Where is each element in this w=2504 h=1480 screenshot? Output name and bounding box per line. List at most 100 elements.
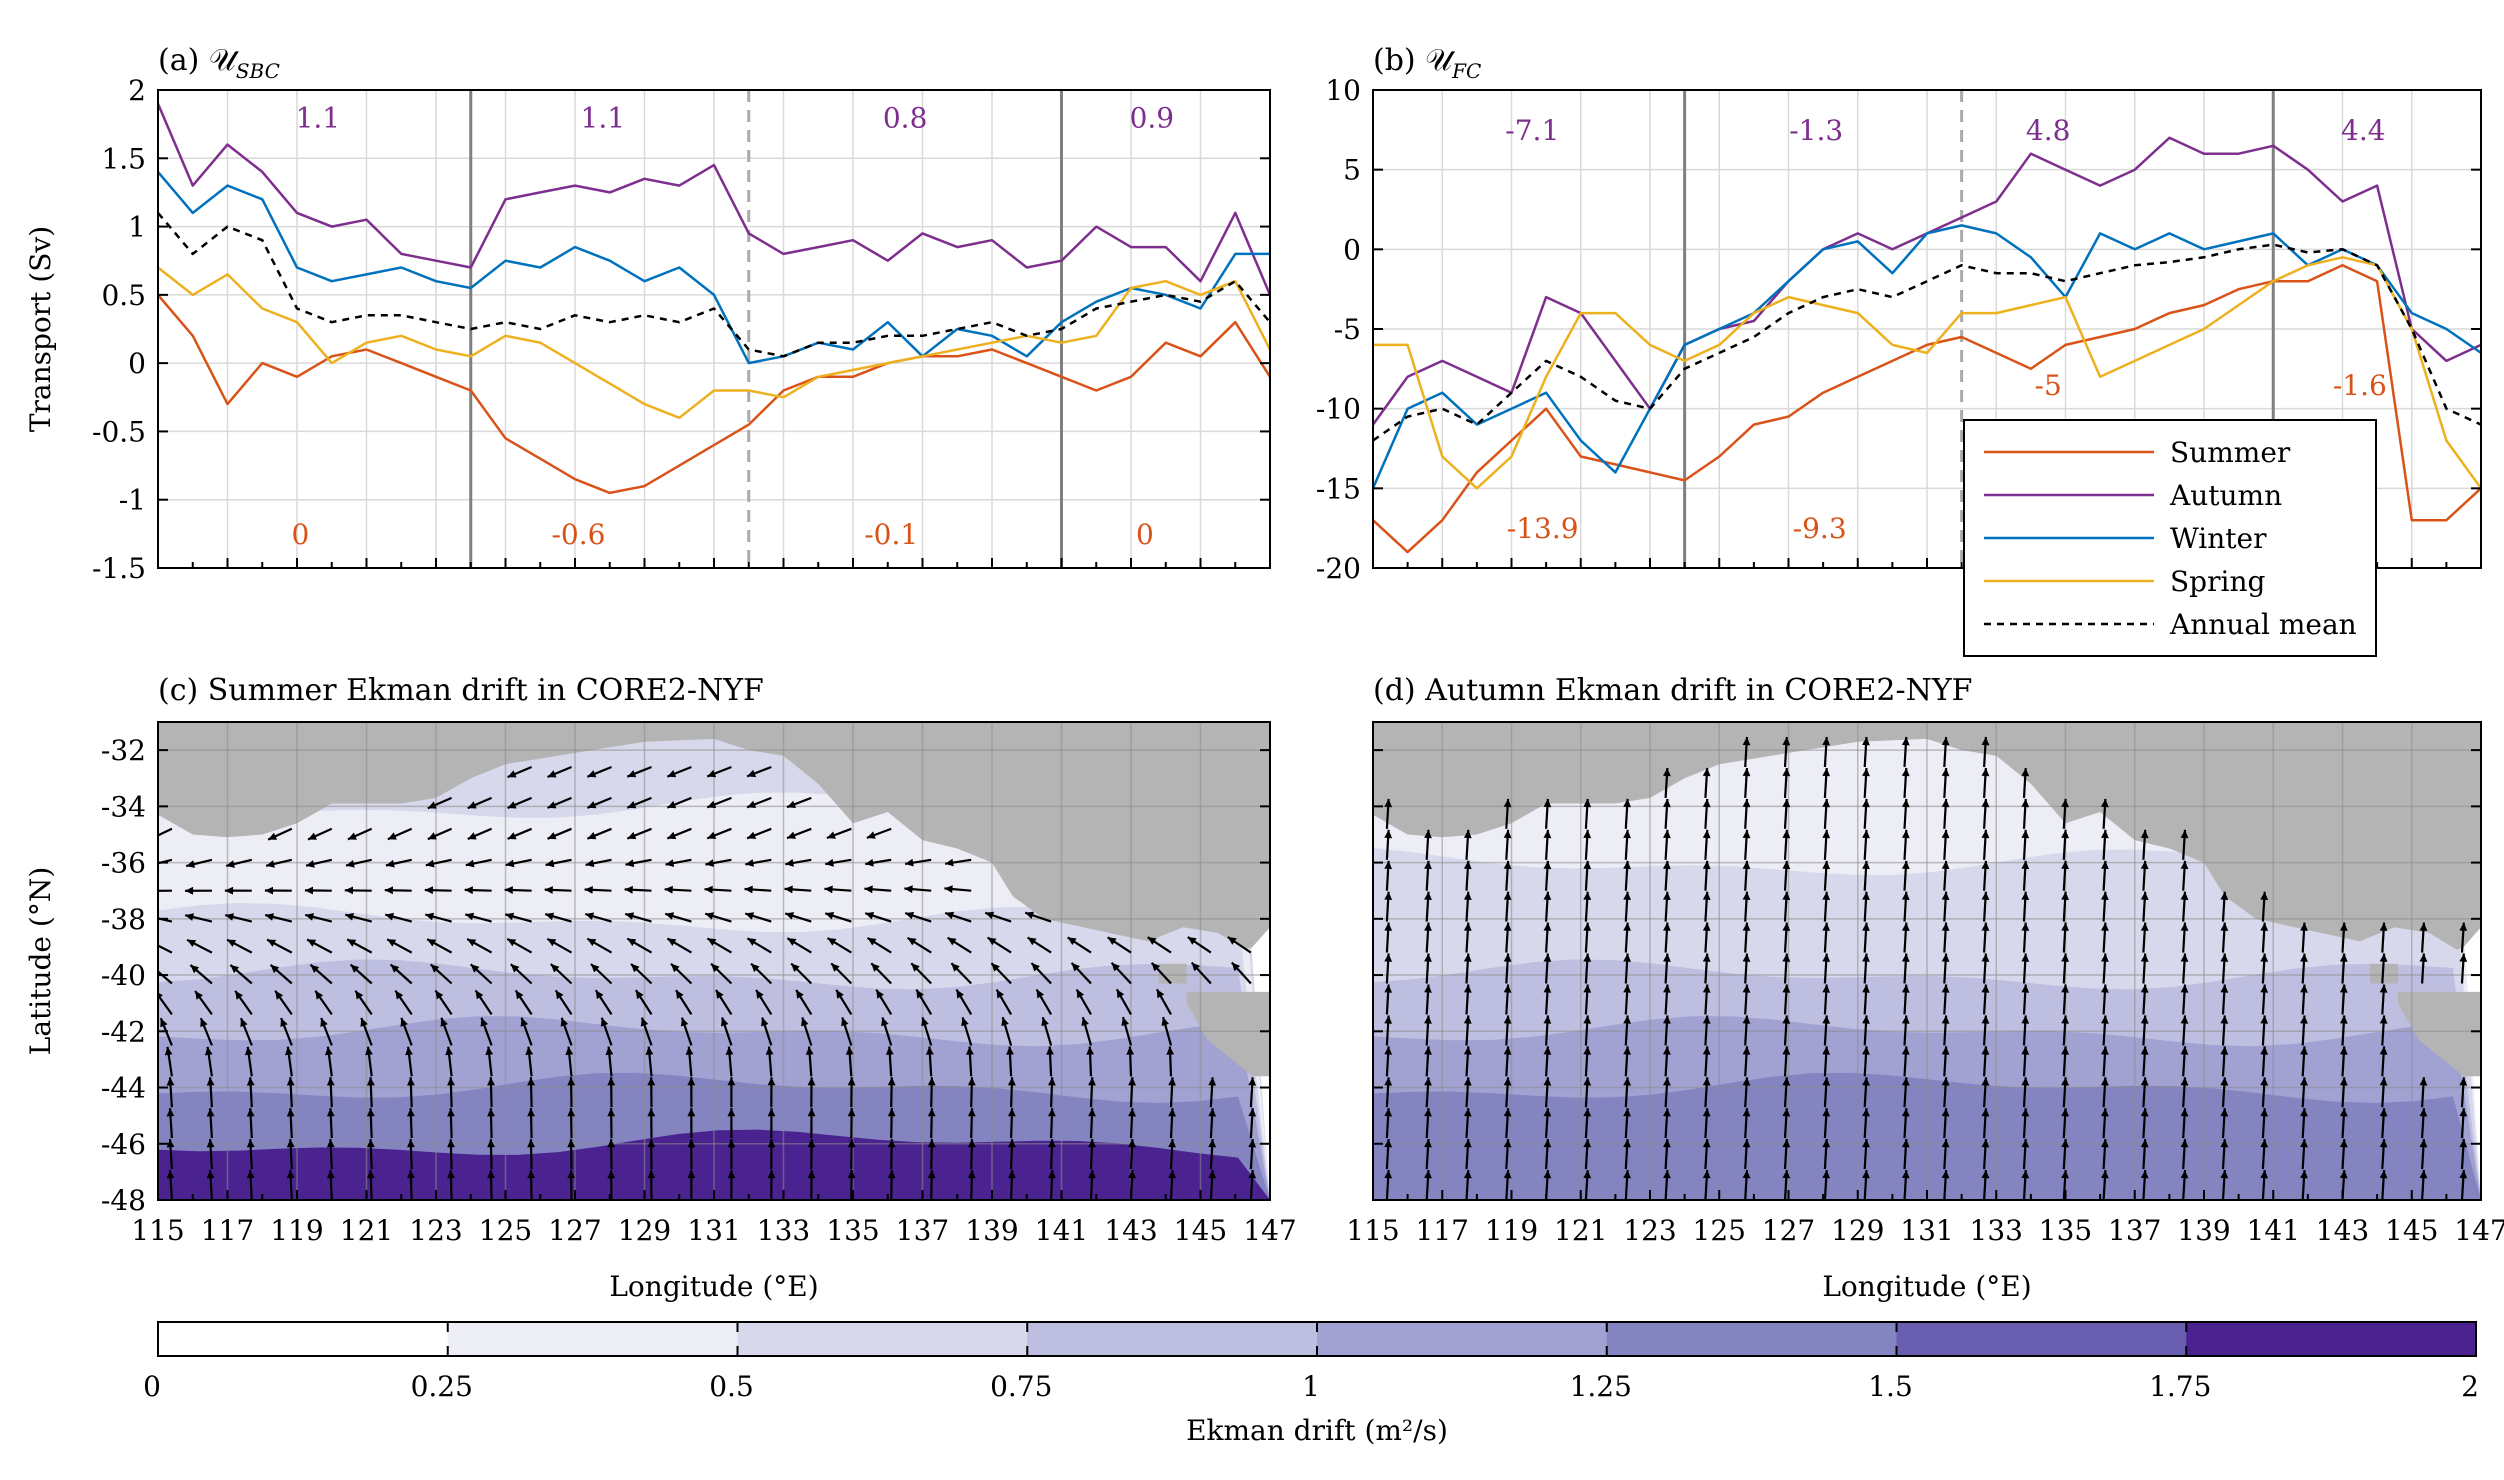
ekman-vector-head	[158, 992, 163, 999]
ekman-vector-head	[240, 1018, 248, 1028]
ekman-vector-head	[286, 1170, 295, 1179]
ekman-vector-head	[841, 1017, 849, 1027]
ekman-vector-head	[2300, 1046, 2308, 1055]
ekman-vector-head	[1981, 984, 1990, 993]
x-tick-label: 135	[826, 1214, 879, 1247]
ekman-vector-head	[1782, 1170, 1791, 1179]
ekman-vector-head	[1742, 891, 1751, 900]
panel-a-segment-boundaries	[469, 90, 1063, 568]
ekman-vector-head	[961, 1017, 969, 1027]
ekman-vector-head	[945, 858, 954, 867]
ekman-vector-head	[1742, 798, 1751, 808]
ekman-vector-head	[727, 1139, 736, 1148]
ekman-vector-head	[1623, 984, 1631, 993]
ekman-vector-head	[1463, 1046, 1472, 1055]
colorbar-cell	[158, 1322, 449, 1356]
ekman-vector-head	[1503, 1077, 1512, 1086]
ekman-vector-head	[545, 859, 555, 868]
ekman-vector-head	[326, 1108, 335, 1117]
y-tick-label: -20	[1316, 552, 1361, 585]
ekman-vector-head	[2220, 1108, 2229, 1117]
ekman-vector-head	[1128, 1077, 1136, 1086]
ekman-vector-head	[1822, 737, 1831, 746]
ekman-vector-head	[1583, 1046, 1592, 1055]
ekman-vector-head	[2061, 1046, 2069, 1055]
ekman-vector-head	[1088, 1077, 1096, 1086]
colorbar-tick-label: 0.5	[709, 1370, 754, 1403]
panel-d-grid	[1373, 722, 2481, 1200]
x-tick-label: 121	[340, 1214, 393, 1247]
ekman-vector-head	[560, 1017, 569, 1027]
ekman-vector-head	[1463, 1077, 1472, 1086]
ekman-vector-head	[480, 1017, 488, 1027]
ekman-vector-head	[707, 831, 717, 839]
ekman-vector-head	[1941, 1170, 1950, 1179]
ekman-vector-head	[625, 912, 635, 920]
ekman-vector-head	[1822, 891, 1831, 900]
ekman-vector-head	[145, 887, 153, 895]
ekman-vector-head	[1782, 891, 1791, 900]
ekman-vector-head	[767, 1139, 776, 1148]
ekman-vector-head	[1384, 953, 1393, 962]
ekman-vector-head	[565, 1046, 574, 1056]
ekman-vector-head	[1742, 1077, 1751, 1086]
ekman-vector-head	[2180, 984, 2189, 993]
y-tick-label: -5	[1334, 313, 1361, 346]
ekman-vector-head	[547, 938, 557, 947]
ekman-vector-head	[2101, 922, 2109, 931]
ekman-vector-head	[1782, 953, 1791, 962]
ekman-vector-head	[747, 831, 757, 839]
panel-a-grid	[157, 89, 1271, 569]
colorbar-cell	[1606, 1322, 1897, 1356]
ekman-vector-head	[1941, 953, 1950, 962]
ekman-vector-head	[927, 1108, 936, 1117]
ekman-vector-head	[1168, 1077, 1176, 1086]
annotation-autumn: 1.1	[581, 101, 626, 134]
ekman-vector-head	[1623, 1170, 1631, 1179]
ekman-vector-head	[944, 885, 953, 893]
ekman-vector-head	[2220, 1139, 2229, 1148]
ekman-vector-head	[267, 939, 277, 947]
ekman-vector-head	[2339, 1046, 2348, 1055]
colorbar-tick-label: 1.5	[1868, 1370, 1913, 1403]
ekman-vector-head	[1583, 829, 1592, 839]
ekman-vector-head	[1027, 937, 1037, 946]
land-tasmania	[2397, 991, 2481, 1077]
ekman-vector-head	[425, 912, 435, 921]
ekman-vector-head	[1623, 798, 1631, 808]
ekman-vector-head	[667, 831, 677, 840]
ekman-vector-head	[2260, 922, 2269, 931]
ekman-vector-head	[2021, 891, 2030, 900]
ekman-vector-head	[1208, 1108, 1217, 1117]
x-tick-label: 143	[2316, 1214, 2369, 1247]
ekman-vector-head	[2140, 1139, 2149, 1148]
ekman-vector-head	[1702, 953, 1711, 962]
ekman-vector-head	[1543, 829, 1552, 839]
annotation-summer: -1.6	[2333, 369, 2387, 402]
ekman-vector-head	[1981, 768, 1990, 777]
ekman-vector-head	[1128, 1170, 1136, 1179]
ekman-vector-head	[2061, 829, 2069, 839]
ekman-vector-head	[807, 1108, 816, 1117]
ekman-vector-head	[345, 913, 354, 921]
ekman-vector-head	[647, 1170, 656, 1179]
ekman-vector-head	[2140, 1108, 2149, 1117]
ekman-vector-head	[761, 1017, 769, 1027]
ekman-vector-head	[527, 1108, 535, 1117]
ekman-vector-head	[600, 1017, 609, 1027]
ekman-vector-head	[585, 912, 595, 920]
ekman-vector-head	[2260, 891, 2269, 900]
ekman-vector-head	[584, 886, 593, 894]
ekman-vector-head	[631, 963, 640, 973]
ekman-vector-head	[315, 990, 324, 1000]
ekman-vector-head	[1901, 984, 1910, 993]
ekman-vector-head	[1168, 1170, 1176, 1179]
ekman-vector-head	[326, 1139, 335, 1148]
legend-label: Autumn	[2169, 479, 2282, 512]
ekman-vector-head	[665, 859, 675, 867]
ekman-vector-head	[567, 1108, 576, 1117]
ekman-vector-head	[200, 1018, 208, 1028]
ekman-vector-head	[1981, 829, 1990, 839]
ekman-vector-head	[725, 1046, 734, 1055]
ekman-vector-head	[2300, 1139, 2308, 1148]
